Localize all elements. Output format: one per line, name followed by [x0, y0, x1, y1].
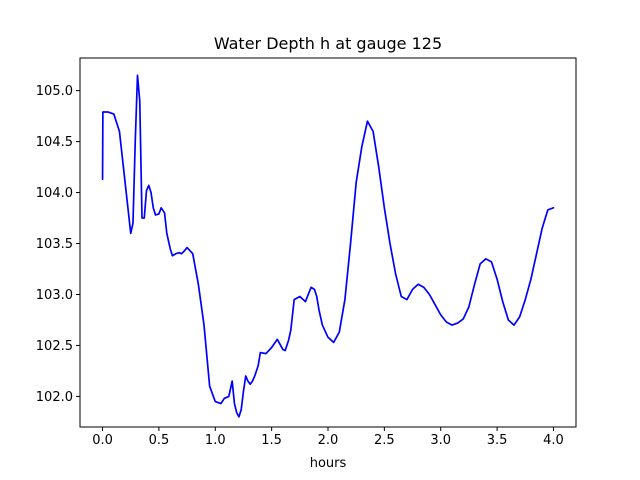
x-tick-label: 1.5 — [261, 433, 282, 448]
y-axis: 102.0 102.5 103.0 103.5 104.0 104.5 105.0 — [36, 84, 80, 405]
x-tick-label: 0.0 — [92, 433, 113, 448]
series-line-0 — [101, 74, 555, 418]
x-axis-label: hours — [310, 456, 347, 471]
x-tick-label: 3.5 — [487, 433, 508, 448]
y-tick-label: 103.0 — [36, 288, 73, 303]
y-tick-label: 104.0 — [36, 186, 73, 201]
y-tick-label: 102.5 — [36, 339, 73, 354]
x-tick-label: 2.0 — [318, 433, 339, 448]
x-axis: 0.0 0.5 1.0 1.5 2.0 2.5 3.0 3.5 4.0 — [92, 427, 564, 448]
y-tick-label: 105.0 — [36, 84, 73, 99]
x-tick-label: 1.0 — [205, 433, 226, 448]
x-tick-label: 2.5 — [374, 433, 395, 448]
y-tick-label: 104.5 — [36, 135, 73, 150]
x-tick-label: 0.5 — [149, 433, 170, 448]
chart-title: Water Depth h at gauge 125 — [214, 34, 442, 53]
y-tick-label: 103.5 — [36, 237, 73, 252]
y-tick-label: 102.0 — [36, 390, 73, 405]
x-tick-label: 3.0 — [430, 433, 451, 448]
x-tick-label: 4.0 — [543, 433, 564, 448]
